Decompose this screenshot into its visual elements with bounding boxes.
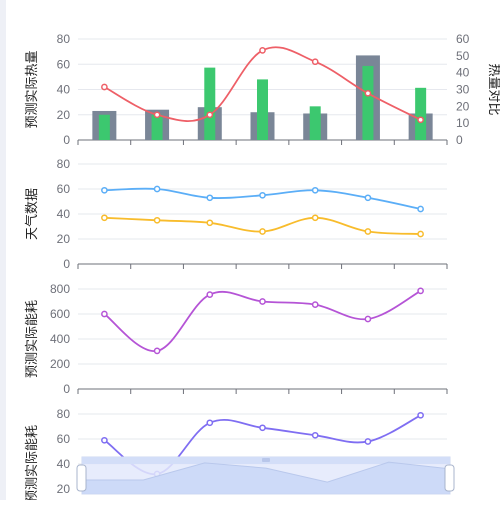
bar-compare xyxy=(309,106,321,140)
data-point xyxy=(364,438,372,445)
zoom-handle-left[interactable] xyxy=(76,464,87,492)
y-axis-title: 预测实际热量 xyxy=(24,50,39,128)
data-point xyxy=(364,89,372,97)
data-point xyxy=(417,230,424,238)
y-tick-label: 20 xyxy=(57,108,71,122)
data-point xyxy=(259,191,266,199)
zoom-preview-area xyxy=(82,462,450,494)
y2-tick-label: 30 xyxy=(456,83,470,97)
data-point xyxy=(259,298,266,305)
y2-tick-label: 10 xyxy=(456,116,470,130)
y-axis-title: 预测实际能耗 xyxy=(24,300,39,378)
data-point xyxy=(417,411,424,419)
data-point xyxy=(101,83,108,91)
bar-compare xyxy=(362,65,374,140)
data-point xyxy=(206,219,214,227)
data-point xyxy=(153,111,161,119)
chart-panel-1: 0 20 40 60 80 预测实际热量 0 10 20 30 40 50 60 热量对比 xyxy=(24,32,500,147)
data-point xyxy=(417,116,424,124)
data-point xyxy=(259,47,266,54)
y-tick-label: 40 xyxy=(57,83,71,97)
y2-tick-label: 0 xyxy=(456,133,463,147)
bar-compare xyxy=(98,114,110,140)
left-edge-strip xyxy=(0,0,6,500)
data-point xyxy=(101,436,108,444)
y-tick-label: 0 xyxy=(63,133,70,147)
data-point xyxy=(101,186,108,194)
chart-panel-2: 0 20 40 60 80 天气数据 xyxy=(24,157,448,271)
data-point xyxy=(417,287,424,295)
y-tick-label: 600 xyxy=(50,307,70,321)
data-point xyxy=(364,315,372,323)
data-point xyxy=(417,205,424,213)
y2-tick-label: 60 xyxy=(456,32,470,46)
data-point xyxy=(206,194,214,202)
y-tick-label: 80 xyxy=(57,32,71,46)
y-tick-label: 400 xyxy=(50,332,70,346)
y-tick-label: 60 xyxy=(57,182,71,196)
bar-compare xyxy=(415,87,427,140)
y-tick-label: 80 xyxy=(57,407,71,421)
y-tick-label: 0 xyxy=(63,382,70,396)
data-point xyxy=(311,301,319,308)
y-tick-label: 40 xyxy=(57,457,71,471)
data-point xyxy=(206,111,214,119)
data-point xyxy=(153,185,161,193)
y-tick-label: 60 xyxy=(57,432,71,446)
data-point xyxy=(153,347,161,355)
data-point xyxy=(206,419,214,427)
y-axis-title: 天气数据 xyxy=(24,188,39,240)
data-point xyxy=(206,291,214,298)
bar-compare xyxy=(257,79,268,140)
y-tick-label: 20 xyxy=(57,232,71,246)
data-point xyxy=(311,58,319,66)
data-point xyxy=(259,228,266,235)
data-point xyxy=(153,216,161,224)
y-tick-label: 20 xyxy=(57,482,71,496)
zoom-handle-right[interactable] xyxy=(444,464,455,492)
data-point xyxy=(364,194,372,202)
zoom-preview-line xyxy=(82,461,451,483)
y-axis-title: 预测实际能耗 xyxy=(24,425,39,500)
bar-compare xyxy=(204,67,216,140)
chart-panel-3: 0 200 400 600 800 预测实际能耗 xyxy=(24,282,448,396)
data-point xyxy=(259,424,266,432)
y-tick-label: 200 xyxy=(50,357,70,371)
y-tick-label: 40 xyxy=(57,207,71,221)
data-point xyxy=(311,214,319,222)
data-point xyxy=(101,214,108,222)
y2-tick-label: 20 xyxy=(456,99,470,113)
data-point xyxy=(364,228,372,235)
series-line xyxy=(104,187,421,210)
y2-tick-label: 50 xyxy=(456,49,470,63)
data-zoom-slider[interactable] xyxy=(76,456,455,495)
y-tick-label: 0 xyxy=(63,257,70,271)
data-point xyxy=(101,310,108,318)
y-tick-label: 60 xyxy=(57,57,71,71)
y2-axis-title: 热量对比 xyxy=(487,63,500,115)
data-point xyxy=(311,186,319,194)
zoom-drag-grip[interactable] xyxy=(262,458,270,462)
y-tick-label: 800 xyxy=(50,282,70,296)
bar-compare xyxy=(151,114,163,140)
y2-tick-label: 40 xyxy=(456,66,470,80)
data-point xyxy=(311,431,319,439)
y-tick-label: 80 xyxy=(57,157,71,171)
